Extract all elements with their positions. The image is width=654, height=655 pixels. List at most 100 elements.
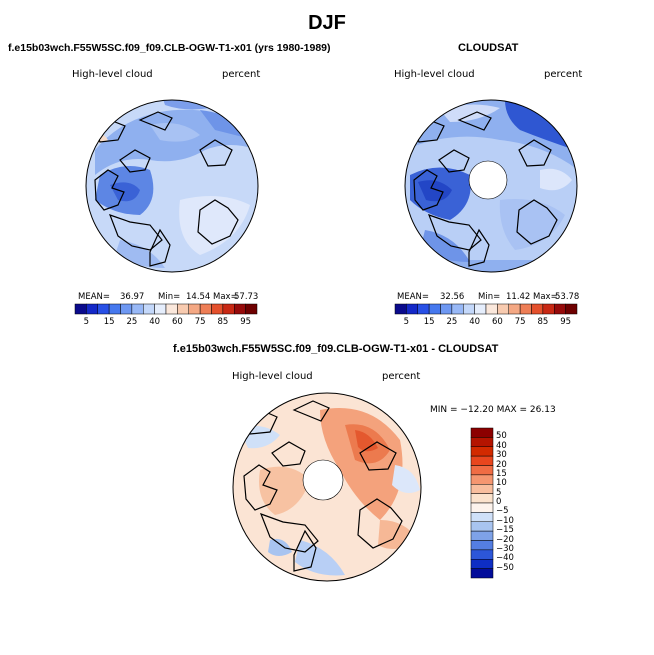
diff-map	[232, 392, 422, 582]
colorbar-swatch	[120, 303, 133, 315]
colorbar-tick-label: 85	[537, 317, 549, 327]
colorbar-swatch	[470, 427, 494, 438]
model-case-label: f.e15b03wch.F55W5SC.f09_f09.CLB-OGW-T1-x…	[8, 42, 331, 54]
page-title: DJF	[308, 12, 346, 34]
diff-units-label: percent	[382, 371, 421, 382]
obs-mean-value: 32.56	[440, 292, 465, 302]
colorbar-tick-label: −10	[496, 515, 514, 526]
model-min-value: 14.54	[186, 292, 211, 302]
colorbar-swatch	[143, 303, 155, 315]
model-map	[85, 99, 259, 273]
colorbar-swatch	[463, 303, 475, 315]
obs-min-label: Min=	[478, 292, 501, 302]
obs-units-label: percent	[544, 69, 583, 80]
colorbar-swatch	[470, 512, 494, 522]
obs-max-value: 53.78	[555, 292, 580, 302]
diff-colorbar	[470, 427, 494, 579]
colorbar-swatch	[470, 437, 494, 447]
model-variable-label: High-level cloud	[72, 69, 153, 80]
colorbar-swatch	[497, 303, 509, 315]
obs-map	[404, 99, 578, 273]
diff-variable-label: High-level cloud	[232, 371, 313, 382]
colorbar-tick-label: 5	[403, 317, 410, 327]
model-mean-value: 36.97	[120, 292, 145, 302]
colorbar-swatch	[470, 521, 494, 532]
colorbar-swatch	[154, 303, 167, 315]
colorbar-swatch	[542, 303, 555, 315]
model-max-value: 57.73	[234, 292, 259, 302]
model-mean-label: MEAN=	[78, 292, 110, 302]
colorbar-swatch	[470, 465, 494, 476]
colorbar-tick-label: 85	[217, 317, 229, 327]
colorbar-swatch	[470, 540, 494, 551]
colorbar-swatch	[554, 303, 566, 315]
colorbar-tick-label: −5	[496, 506, 509, 517]
colorbar-swatch	[508, 303, 521, 315]
model-colorbar	[74, 303, 258, 315]
colorbar-swatch	[451, 303, 464, 315]
colorbar-swatch	[470, 455, 494, 466]
colorbar-tick-label: 20	[496, 459, 507, 470]
colorbar-swatch	[74, 303, 87, 315]
colorbar-swatch	[211, 303, 224, 315]
colorbar-swatch	[470, 484, 494, 494]
colorbar-tick-label: 5	[83, 317, 90, 327]
colorbar-swatch	[234, 303, 246, 315]
colorbar-tick-label: 25	[126, 317, 138, 327]
colorbar-tick-label: 10	[496, 478, 507, 489]
model-min-label: Min=	[158, 292, 181, 302]
colorbar-swatch	[108, 303, 121, 315]
colorbar-swatch	[519, 303, 532, 315]
colorbar-swatch	[406, 303, 418, 315]
colorbar-swatch	[188, 303, 201, 315]
colorbar-swatch	[245, 303, 258, 315]
obs-case-label: CLOUDSAT	[458, 42, 519, 54]
colorbar-tick-label: 60	[171, 317, 183, 327]
colorbar-tick-label: 0	[496, 497, 502, 507]
colorbar-swatch	[394, 303, 407, 315]
diff-minmax-text: MIN = −12.20 MAX = 26.13	[430, 405, 556, 415]
obs-max-label: Max=	[533, 292, 558, 302]
colorbar-tick-label: 40	[496, 440, 507, 451]
model-units-label: percent	[222, 69, 261, 80]
obs-min-value: 11.42	[506, 292, 531, 302]
colorbar-swatch	[474, 303, 487, 315]
colorbar-tick-label: 95	[560, 317, 572, 327]
colorbar-tick-label: 15	[496, 468, 507, 479]
colorbar-swatch	[470, 530, 494, 541]
colorbar-tick-label: 40	[469, 317, 481, 327]
colorbar-swatch	[470, 474, 494, 485]
colorbar-tick-label: 75	[514, 317, 526, 327]
obs-variable-label: High-level cloud	[394, 69, 475, 80]
model-max-label: Max=	[213, 292, 238, 302]
colorbar-swatch	[165, 303, 178, 315]
colorbar-tick-label: 30	[496, 450, 507, 461]
colorbar-tick-label: 15	[103, 317, 115, 327]
colorbar-swatch	[531, 303, 544, 315]
colorbar-swatch	[470, 446, 494, 457]
colorbar-swatch	[470, 559, 494, 569]
colorbar-swatch	[440, 303, 453, 315]
colorbar-tick-label: −40	[496, 553, 514, 564]
colorbar-tick-label: 75	[194, 317, 206, 327]
colorbar-swatch	[565, 303, 578, 315]
diff-case-label: f.e15b03wch.F55W5SC.f09_f09.CLB-OGW-T1-x…	[173, 343, 499, 355]
colorbar-swatch	[470, 549, 494, 560]
colorbar-tick-label: −50	[496, 562, 514, 573]
colorbar-tick-label: −20	[496, 534, 514, 545]
obs-mean-label: MEAN=	[397, 292, 429, 302]
colorbar-swatch	[86, 303, 98, 315]
colorbar-tick-label: −15	[496, 525, 514, 536]
colorbar-tick-label: 25	[446, 317, 458, 327]
colorbar-swatch	[222, 303, 235, 315]
colorbar-swatch	[428, 303, 441, 315]
colorbar-swatch	[470, 568, 494, 579]
colorbar-tick-label: 40	[149, 317, 161, 327]
colorbar-tick-label: −30	[496, 543, 514, 554]
colorbar-tick-label: 60	[491, 317, 503, 327]
colorbar-swatch	[177, 303, 189, 315]
colorbar-tick-label: 50	[496, 431, 507, 442]
colorbar-swatch	[417, 303, 430, 315]
colorbar-swatch	[470, 502, 494, 513]
